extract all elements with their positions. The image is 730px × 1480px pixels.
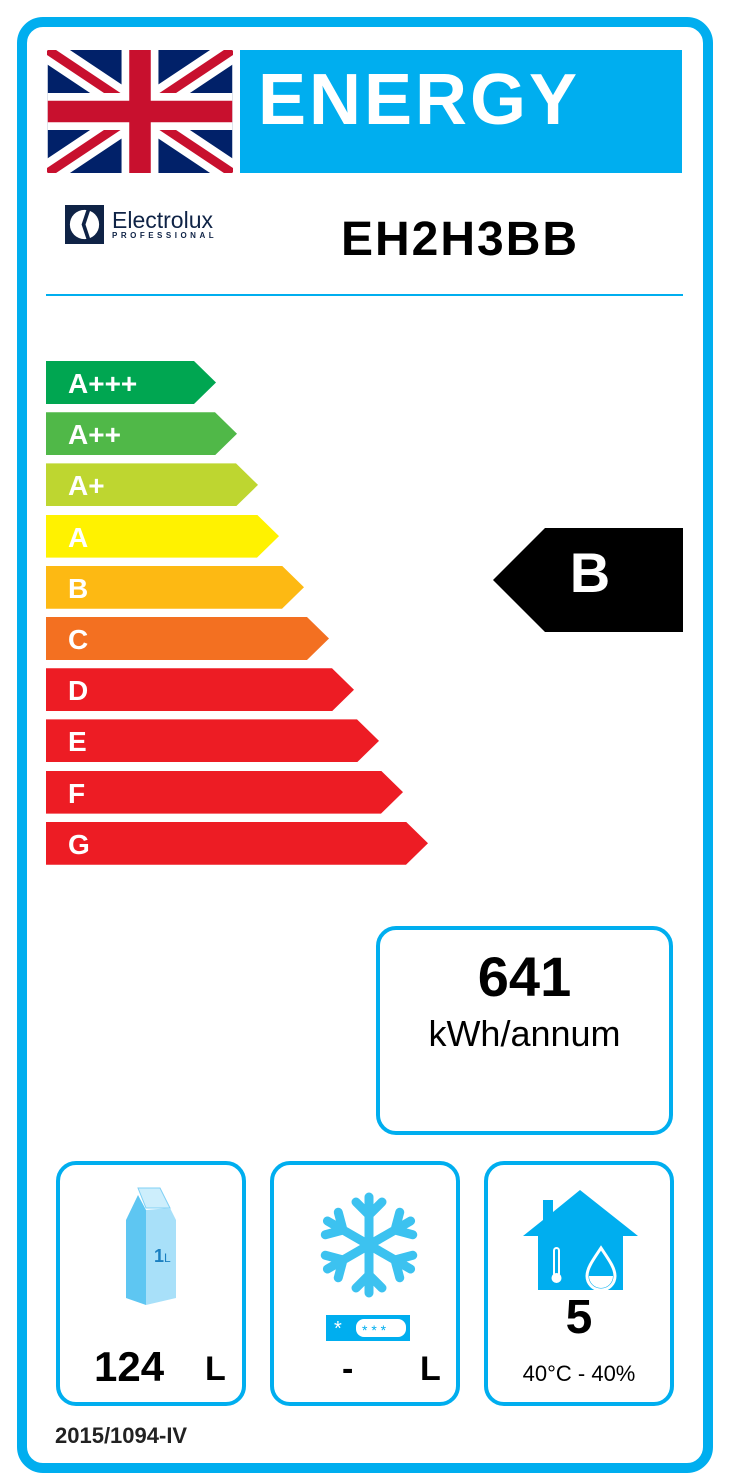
scale-bar-a: A	[46, 514, 279, 558]
scale-bar-label: F	[68, 777, 86, 809]
scale-bar-f: F	[46, 770, 403, 814]
scale-bar-label: B	[68, 572, 89, 604]
consumption-unit: kWh/annum	[428, 1013, 621, 1054]
frozen-volume-box: * * * * - L	[270, 1161, 460, 1406]
svg-text:1L: 1L	[154, 1246, 171, 1266]
snowflake-icon	[319, 1192, 419, 1300]
scale-bar-label: A+++	[68, 368, 138, 399]
chill-volume-box: 1L 124 L	[56, 1161, 246, 1406]
scale-bar-b: B	[46, 565, 304, 609]
scale-bar-aplusplus: A++	[46, 412, 237, 456]
scale-bar-d: D	[46, 668, 354, 712]
freezer-star-rating-icon: * * * *	[326, 1315, 410, 1341]
chill-volume-value: 124	[94, 1343, 165, 1390]
svg-text:* * *: * * *	[362, 1322, 387, 1338]
consumption-box: 641 kWh/annum	[376, 926, 673, 1135]
scale-bar-label: A++	[68, 419, 121, 451]
scale-bar-label: C	[68, 624, 89, 655]
scale-bar-g: G	[46, 821, 428, 865]
house-climate-icon	[523, 1190, 638, 1290]
scale-bar-e: E	[46, 719, 379, 763]
scale-bar-aplusplusplus: A+++	[46, 361, 216, 404]
scale-bar-label: G	[68, 828, 90, 860]
milk-carton-icon: 1L	[126, 1187, 176, 1305]
scale-bar-aplus: A+	[46, 463, 258, 507]
electrolux-logo-icon	[65, 205, 104, 244]
rating-value: B	[569, 541, 611, 604]
label-frame	[17, 17, 713, 1473]
brand-name: Electrolux	[112, 207, 213, 233]
climate-conditions: 40°C - 40%	[522, 1361, 636, 1386]
brand-sub: PROFESSIONAL	[112, 231, 218, 240]
divider	[46, 294, 683, 296]
consumption-value: 641	[477, 945, 572, 1008]
scale-bar-c: C	[46, 617, 329, 660]
frozen-volume-unit: L	[420, 1350, 441, 1388]
energy-title: ENERGY	[240, 50, 682, 173]
model-number: EH2H3BB	[340, 213, 580, 266]
uk-flag-icon	[47, 50, 233, 173]
chill-volume-unit: L	[205, 1350, 226, 1388]
scale-bar-label: D	[68, 675, 89, 707]
svg-text:*: *	[334, 1318, 342, 1340]
scale-bar-label: A	[68, 521, 89, 553]
brand-logo: Electrolux PROFESSIONAL	[65, 205, 217, 244]
climate-class-box: 5 40°C - 40%	[484, 1161, 674, 1406]
rating-arrow	[493, 528, 683, 632]
frozen-volume-value: -	[342, 1350, 354, 1388]
regulation-reference: 2015/1094-IV	[55, 1423, 188, 1448]
climate-class-value: 5	[565, 1291, 593, 1344]
scale-bar-label: A+	[68, 470, 105, 502]
scale-bar-label: E	[68, 726, 87, 758]
